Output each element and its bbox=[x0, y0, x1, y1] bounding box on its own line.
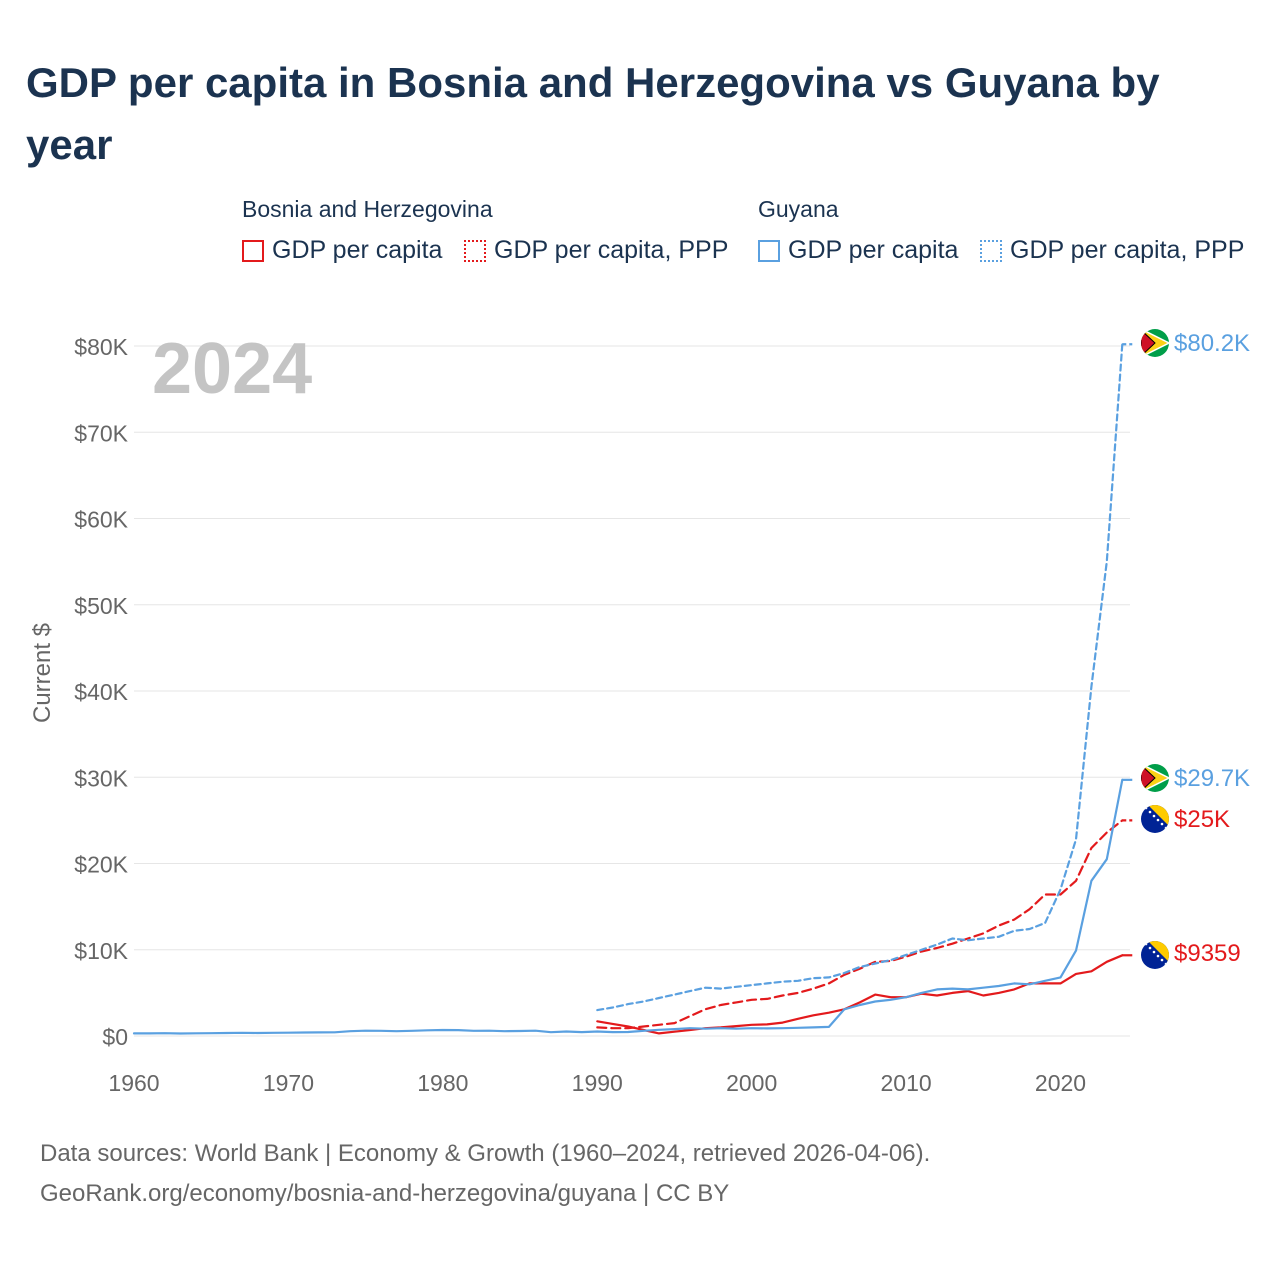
x-tick-label: 1960 bbox=[108, 1070, 159, 1096]
legend-label-guyana-gdp: GDP per capita bbox=[788, 236, 959, 264]
footer-link[interactable]: GeoRank.org/economy/bosnia-and-herzegovi… bbox=[40, 1180, 730, 1207]
legend-item-bosnia-ppp[interactable]: GDP per capita, PPP bbox=[464, 236, 728, 265]
x-tick-label: 2010 bbox=[881, 1070, 932, 1096]
end-label-bosnia-gdp: $9359 bbox=[1174, 940, 1241, 967]
legend-swatch-bosnia-ppp bbox=[464, 239, 486, 262]
bosnia-flag-icon bbox=[1141, 805, 1169, 833]
series-layer bbox=[132, 343, 1133, 1035]
y-tick-label: $0 bbox=[102, 1024, 128, 1050]
guyana-flag-icon bbox=[1141, 329, 1169, 357]
legend-group-guyana: Guyana bbox=[758, 196, 839, 222]
y-tick-label: $40K bbox=[74, 679, 128, 705]
y-tick-label: $10K bbox=[74, 938, 128, 964]
legend-label-bosnia-gdp: GDP per capita bbox=[272, 236, 443, 264]
ylabel-layer: Current $ bbox=[29, 623, 56, 723]
axis-layer: $0 $10K $20K $30K $40K $50K $60K $70K $80K 1960 19… bbox=[74, 334, 1086, 1096]
legend-swatch-bosnia-gdp bbox=[242, 239, 264, 262]
y-tick-label: $60K bbox=[74, 507, 128, 533]
legend-label-bosnia-ppp: GDP per capita, PPP bbox=[494, 236, 729, 264]
watermark-layer: 2024 bbox=[152, 329, 312, 409]
legend-item-guyana-gdp[interactable]: GDP per capita bbox=[758, 236, 958, 265]
legend-item-bosnia-gdp[interactable]: GDP per capita bbox=[242, 236, 442, 265]
x-tick-label: 1990 bbox=[572, 1070, 623, 1096]
x-tick-label: 2020 bbox=[1035, 1070, 1086, 1096]
end-label-guyana-ppp: $80.2K bbox=[1174, 330, 1250, 357]
guyana-flag-icon bbox=[1141, 764, 1169, 792]
x-tick-label: 1980 bbox=[417, 1070, 468, 1096]
end-label-bosnia-ppp: $25K bbox=[1174, 806, 1230, 833]
y-tick-label: $20K bbox=[74, 852, 128, 878]
legend-label-guyana-ppp: GDP per capita, PPP bbox=[1010, 236, 1245, 264]
y-tick-label: $50K bbox=[74, 593, 128, 619]
y-tick-label: $30K bbox=[74, 765, 128, 791]
legend-item-guyana-ppp[interactable]: GDP per capita, PPP bbox=[980, 236, 1244, 265]
y-tick-label: $70K bbox=[74, 420, 128, 446]
end-label-guyana-gdp: $29.7K bbox=[1174, 765, 1250, 792]
y-tick-label: $80K bbox=[74, 334, 128, 360]
y-axis-label: Current $ bbox=[29, 623, 56, 723]
grid-layer bbox=[134, 345, 1130, 1037]
series-line-3 bbox=[596, 343, 1124, 1012]
footer-sources: Data sources: World Bank | Economy & Gro… bbox=[40, 1140, 931, 1167]
x-tick-label: 1970 bbox=[263, 1070, 314, 1096]
legend-group-bosnia: Bosnia and Herzegovina bbox=[242, 196, 493, 222]
x-tick-label: 2000 bbox=[726, 1070, 777, 1096]
endlabel-layer: $80.2K $29.7K $25K $9359 bbox=[1174, 330, 1250, 967]
series-line-1 bbox=[596, 819, 1124, 1030]
legend-swatch-guyana-gdp bbox=[758, 239, 780, 262]
chart-title: GDP per capita in Bosnia and Herzegovina… bbox=[26, 59, 1160, 168]
legend-swatch-guyana-ppp bbox=[980, 239, 1002, 262]
series-line-2 bbox=[132, 778, 1124, 1035]
year-watermark: 2024 bbox=[152, 329, 312, 409]
bosnia-flag-icon bbox=[1141, 941, 1169, 969]
